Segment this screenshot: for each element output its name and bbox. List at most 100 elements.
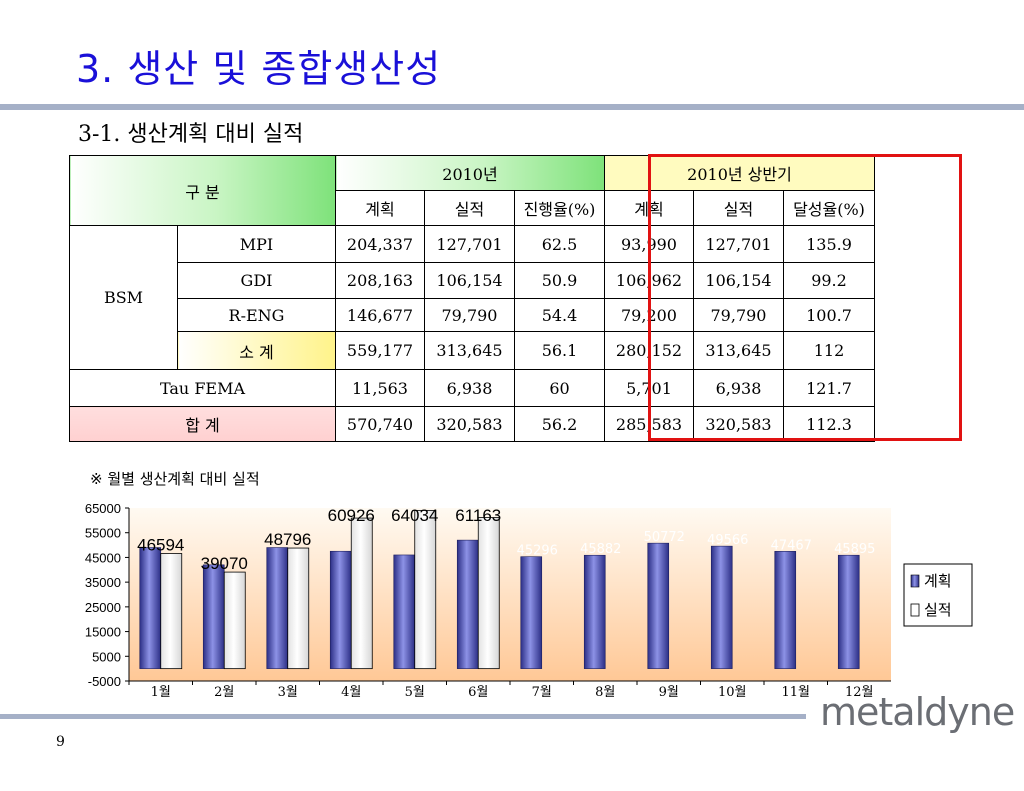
cell: 121.7 [783,369,875,407]
legend-plan-label: 계획 [924,572,952,590]
subheader-progress: 진행율(%) [514,190,605,226]
cell: 6,938 [424,369,515,407]
bar-actual [350,517,373,670]
table-row: GDI 208,163 106,154 50.9 106,962 106,154… [70,262,875,299]
x-tick-label: 6월 [468,685,488,700]
x-tick-label: 10월 [718,685,747,700]
plot-area [129,508,891,681]
cell: 146,677 [335,298,425,332]
bar-label-actual: 46594 [137,535,184,554]
subheader-h1-actual: 실적 [693,190,784,226]
cell: 313,645 [693,331,784,370]
cell: 204,337 [335,225,425,263]
bar-label-plan: 45296 [517,544,558,559]
bar-actual [414,509,437,670]
row-label: R-ENG [177,298,336,332]
bar-label-actual: 61163 [455,506,501,525]
x-tick-label: 4월 [341,685,361,700]
table-row: BSM MPI 204,337 127,701 62.5 93,990 127,… [69,225,875,370]
y-tick-label: 25000 [85,600,121,615]
bar-plan [774,551,797,669]
bar-plan [520,556,543,669]
bar-plan [202,564,225,669]
bar-plan [456,539,479,669]
cell: 127,701 [424,225,515,263]
x-tick-label: 8월 [595,685,615,700]
x-tick-label: 9월 [659,685,679,700]
cell: 50.9 [514,262,605,299]
bar-label-actual: 39070 [201,554,248,573]
bar-label-plan: 49566 [707,533,748,548]
cell: 320,583 [693,406,784,442]
header-2010: 2010년 [335,155,605,191]
x-tick-label: 2월 [214,685,234,700]
x-tick-label: 3월 [278,685,298,700]
y-tick-label: 65000 [85,501,121,516]
y-tick-label: 45000 [85,550,121,565]
bar-plan [329,550,352,669]
cell: 60 [514,369,605,407]
row-label: Tau FEMA [69,369,336,407]
cell: 79,790 [424,298,515,332]
cell: 208,163 [335,262,425,299]
bar-actual [160,553,183,670]
subheader-plan: 계획 [335,190,425,226]
page-number: 9 [56,734,65,750]
bar-plan [583,554,606,669]
bar-actual [477,517,500,670]
cell: 112.3 [783,406,875,442]
chart-note: ※ 월별 생산계획 대비 실적 [90,470,260,488]
cell: 99.2 [783,262,875,299]
cell: 112 [783,331,875,370]
production-table: 구 분 2010년 2010년 상반기 계획 실적 진행율(%) 계획 실적 달… [69,155,875,442]
title-divider [0,104,1024,110]
bar-actual [223,571,246,670]
cell: 106,154 [424,262,515,299]
metaldyne-logo: metaldyne [820,690,1015,734]
footer-divider [0,714,806,719]
bar-plan [266,547,289,669]
bar-actual [287,547,310,670]
cell: 559,177 [335,331,425,370]
row-label: MPI [177,225,336,263]
bar-plan [139,547,162,669]
cell: 6,938 [693,369,784,407]
legend-plan-swatch [910,574,920,588]
cell: 570,740 [335,406,425,442]
cell: 320,583 [424,406,515,442]
bar-label-actual: 64034 [391,506,438,525]
cell: 127,701 [693,225,784,263]
x-tick-label: 5월 [405,685,425,700]
legend-actual-swatch [910,603,920,617]
bar-label-plan: 47467 [771,538,812,553]
cell: 56.2 [514,406,605,442]
bar-label-actual: 48796 [264,530,311,549]
y-tick-label: 35000 [85,575,121,590]
y-tick-label: 55000 [85,526,121,541]
bar-label-plan: 45882 [580,542,621,557]
row-label: 합 계 [69,406,336,442]
table-row: 소 계 559,177 313,645 56.1 280,152 313,645… [70,331,875,370]
legend: 계획 실적 [903,563,973,627]
x-tick-label: 11월 [781,685,810,700]
y-tick-label: 5000 [92,649,121,664]
section-subtitle: 3-1. 생산계획 대비 실적 [78,122,304,147]
bar-label-plan: 50772 [644,530,685,545]
bar-label-plan: 45895 [834,542,875,557]
bar-plan [393,554,416,669]
subheader-actual: 실적 [424,190,515,226]
bar-plan [710,545,733,669]
y-tick-label: -5000 [88,674,121,689]
bar-plan [837,554,860,669]
legend-actual-label: 실적 [924,601,952,619]
x-tick-label: 12월 [845,685,874,700]
page-title: 3. 생산 및 종합생산성 [76,47,442,91]
table-row: R-ENG 146,677 79,790 54.4 79,200 79,790 … [70,298,875,332]
x-tick-label: 1월 [151,685,171,700]
y-tick-label: 15000 [85,625,121,640]
bar-label-actual: 60926 [328,506,375,525]
cell: 100.7 [783,298,875,332]
x-tick-label: 7월 [532,685,552,700]
bar-plan [647,542,670,669]
